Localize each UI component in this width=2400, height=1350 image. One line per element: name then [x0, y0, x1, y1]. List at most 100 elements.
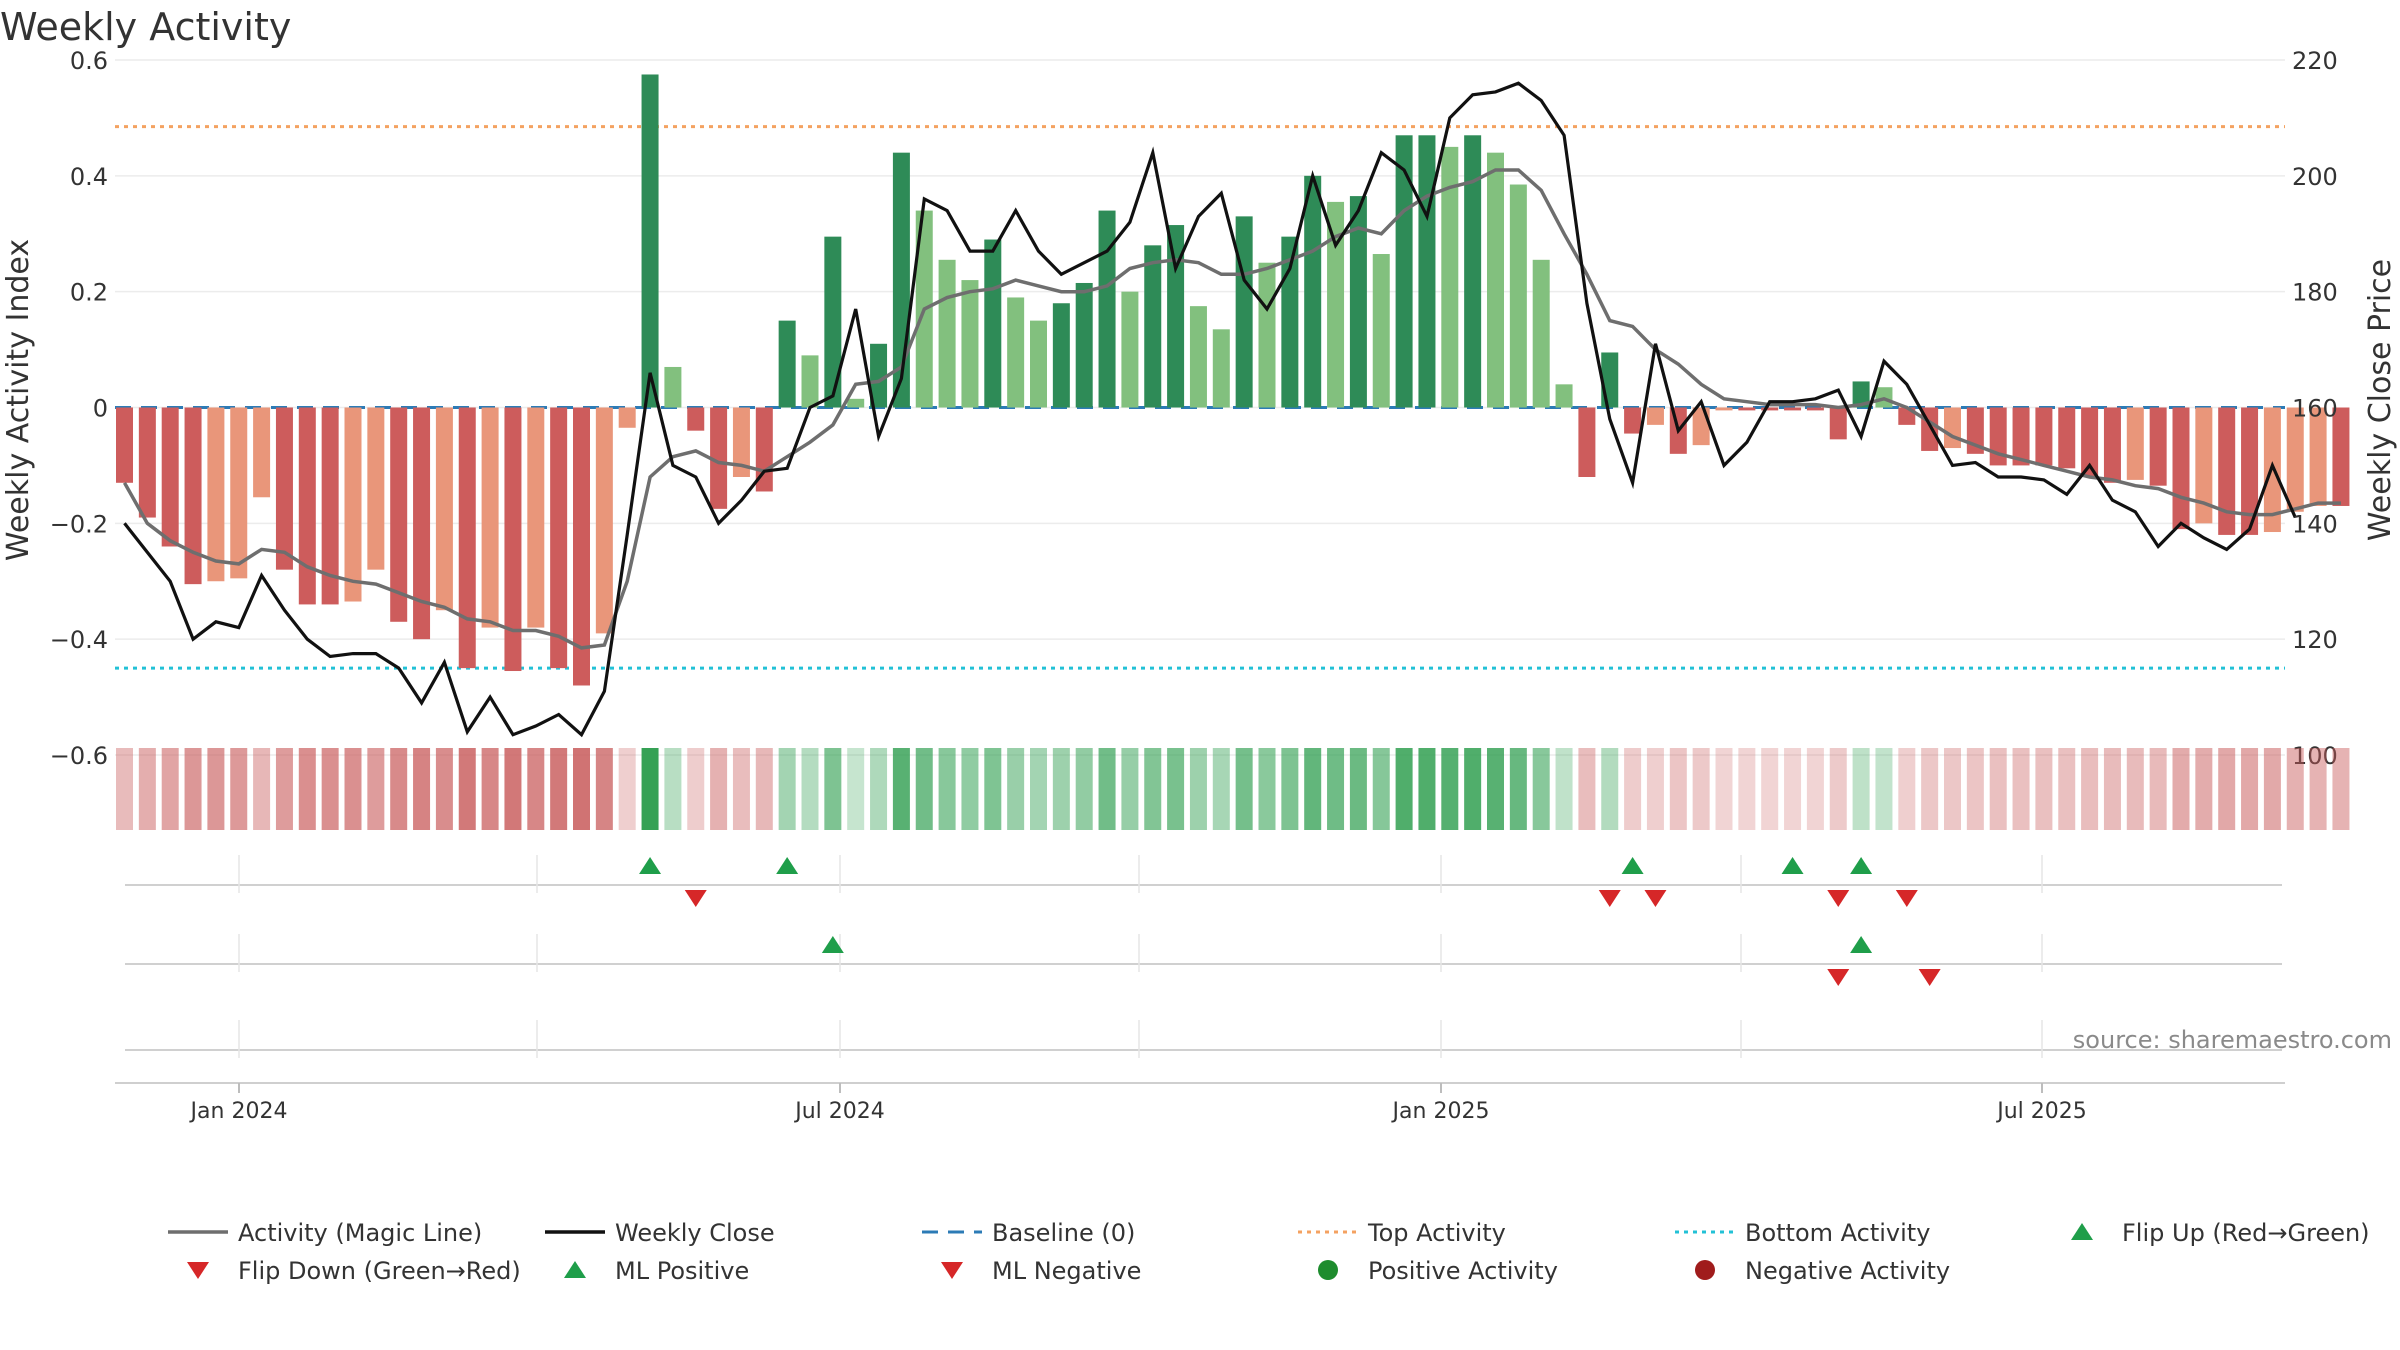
activity-bar — [207, 407, 225, 582]
activity-bar — [1030, 320, 1047, 408]
activity-bar — [778, 320, 796, 408]
strip-cell — [778, 748, 796, 830]
strip-cell — [458, 748, 476, 830]
strip-cell — [961, 748, 979, 830]
activity-heat-strip — [116, 748, 2350, 830]
y2-tick-label: 200 — [2292, 163, 2338, 191]
strip-cell — [1144, 748, 1162, 830]
activity-bar — [1212, 329, 1230, 408]
source-credit: source: sharemaestro.com — [2073, 1026, 2392, 1054]
strip-cell — [116, 748, 133, 830]
legend-swatch — [1318, 1260, 1338, 1280]
strip-cell — [1418, 748, 1436, 830]
activity-bar — [435, 407, 453, 611]
activity-bar — [1258, 262, 1276, 408]
activity-bar — [458, 407, 476, 669]
gridlines — [115, 59, 2285, 756]
strip-cell — [687, 748, 705, 830]
activity-bar — [1829, 407, 1847, 440]
legend-item: Activity (Magic Line) — [168, 1219, 482, 1247]
strip-cell — [641, 748, 659, 830]
strip-cell — [1464, 748, 1482, 830]
legend-label: Negative Activity — [1745, 1257, 1950, 1285]
activity-bar — [847, 398, 865, 408]
activity-bar — [1395, 135, 1413, 408]
activity-bar — [1349, 196, 1367, 408]
strip-cell — [275, 748, 293, 830]
strip-cell — [1715, 748, 1733, 830]
activity-bar — [2058, 407, 2076, 469]
strip-cell — [1806, 748, 1824, 830]
strip-cell — [1784, 748, 1802, 830]
y2-tick-label: 100 — [2292, 742, 2338, 770]
flip-down-marker — [1895, 890, 1918, 907]
activity-bar — [961, 280, 979, 408]
activity-bar — [2103, 407, 2121, 483]
activity-bar — [1601, 352, 1619, 408]
ml-negative-marker — [1918, 969, 1941, 986]
activity-bar — [1852, 381, 1870, 408]
flip-down-marker — [1644, 890, 1667, 907]
activity-bar — [1624, 407, 1642, 434]
strip-cell — [1487, 748, 1504, 830]
strip-cell — [138, 748, 156, 830]
strip-cell — [1875, 748, 1893, 830]
activity-bar — [595, 407, 613, 634]
activity-bar — [367, 407, 385, 570]
strip-cell — [1532, 748, 1550, 830]
strip-cell — [253, 748, 271, 830]
activity-bar — [1098, 210, 1116, 408]
x-tick-label: Jan 2025 — [1391, 1099, 1490, 1124]
activity-bar — [1075, 282, 1093, 408]
strip-cell — [892, 748, 910, 830]
activity-bar — [504, 407, 522, 672]
activity-bar — [1052, 303, 1070, 408]
strip-cell — [2286, 748, 2304, 830]
y-tick-label: 0.6 — [70, 47, 108, 75]
activity-bar — [1487, 152, 1504, 408]
strip-cell — [298, 748, 316, 830]
strip-cell — [1624, 748, 1642, 830]
flip-up-marker — [776, 857, 799, 874]
activity-bar — [573, 407, 590, 686]
strip-cell — [801, 748, 819, 830]
strip-cell — [321, 748, 339, 830]
strip-cell — [1304, 748, 1322, 830]
strip-cell — [2263, 748, 2281, 830]
activity-bar — [1715, 407, 1733, 411]
activity-bar — [2081, 407, 2099, 477]
strip-cell — [595, 748, 613, 830]
activity-bar — [1761, 407, 1779, 411]
activity-bar — [2126, 407, 2144, 480]
legend-label: Flip Up (Red→Green) — [2122, 1219, 2370, 1247]
activity-bar — [1441, 146, 1459, 408]
strip-cell — [1852, 748, 1870, 830]
strip-cell — [1601, 748, 1619, 830]
activity-bar — [413, 407, 431, 640]
flip-down-marker — [684, 890, 707, 907]
legend-label: Top Activity — [1367, 1219, 1506, 1247]
strip-cell — [390, 748, 408, 830]
activity-bar — [687, 407, 705, 431]
activity-bar — [1944, 407, 1961, 449]
strip-cell — [573, 748, 590, 830]
strip-cell — [1235, 748, 1253, 830]
legend-swatch — [2071, 1223, 2093, 1240]
strip-cell — [1761, 748, 1779, 830]
activity-bar — [801, 355, 819, 408]
activity-bar — [230, 407, 248, 579]
strip-cell — [1441, 748, 1459, 830]
strip-cell — [2172, 748, 2190, 830]
x-tick-label: Jul 2025 — [1995, 1099, 2087, 1124]
activity-bar — [1281, 236, 1299, 408]
legend-swatch — [187, 1262, 209, 1279]
activity-bar — [824, 236, 842, 408]
legend-item: Positive Activity — [1318, 1257, 1558, 1285]
strip-cell — [847, 748, 865, 830]
activity-bar — [1327, 201, 1345, 408]
legend-label: Flip Down (Green→Red) — [238, 1257, 521, 1285]
y-axis-label: Weekly Activity Index — [1, 239, 36, 561]
strip-cell — [1212, 748, 1230, 830]
activity-bar — [1167, 225, 1185, 408]
activity-bar — [984, 239, 1002, 408]
